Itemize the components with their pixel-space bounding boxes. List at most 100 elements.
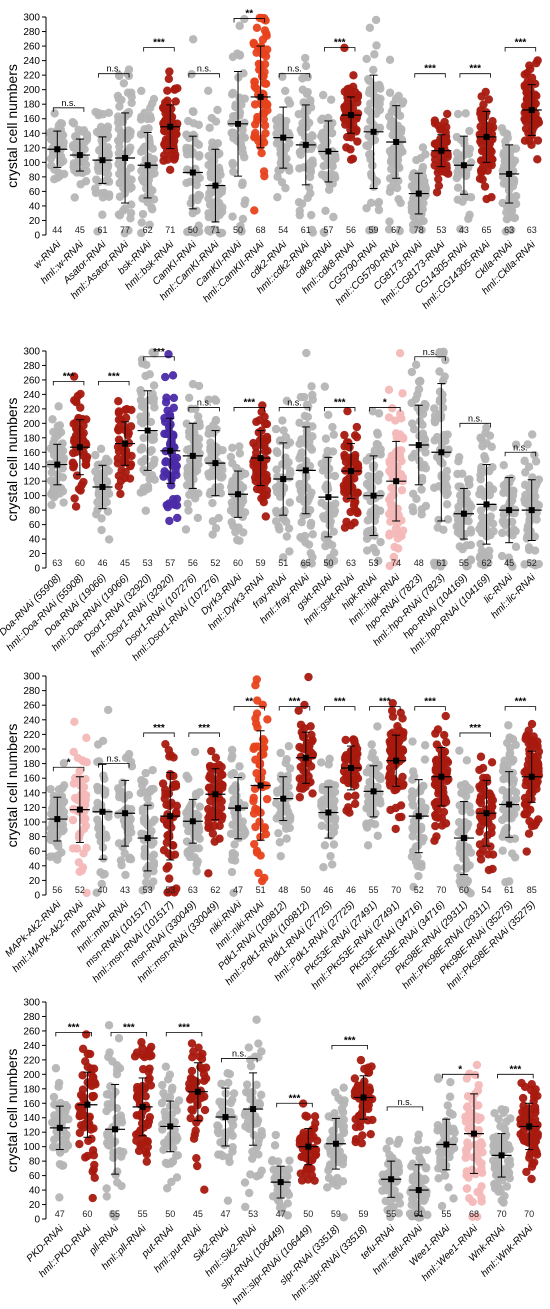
- y-tick-label: 240: [23, 390, 40, 401]
- data-point: [227, 867, 237, 877]
- data-point: [476, 855, 486, 864]
- data-point: [531, 59, 541, 68]
- data-point: [208, 138, 217, 147]
- data-point: [117, 1181, 126, 1191]
- y-tick-label: 40: [29, 861, 41, 872]
- data-point: [327, 540, 337, 550]
- significance-label: **: [245, 8, 253, 19]
- data-point: [259, 498, 269, 507]
- data-point: [113, 425, 123, 434]
- chart-panel-2: 0204060801001201401601802002202402602803…: [0, 347, 544, 663]
- data-point: [285, 166, 294, 175]
- data-point: [182, 143, 191, 153]
- data-point: [251, 755, 260, 764]
- data-point: [169, 430, 178, 439]
- y-tick-label: 240: [23, 1041, 40, 1052]
- data-point: [192, 466, 202, 475]
- data-point: [227, 745, 237, 755]
- data-point: [531, 755, 541, 765]
- data-point: [120, 228, 129, 238]
- sample-size-label: 47: [220, 1209, 230, 1219]
- data-point: [257, 876, 267, 886]
- data-point: [56, 130, 65, 139]
- data-point: [503, 133, 512, 142]
- data-point: [230, 840, 239, 849]
- sample-size-label: 55: [138, 1209, 148, 1219]
- data-point: [276, 774, 286, 783]
- data-point: [340, 102, 349, 112]
- data-point: [440, 794, 450, 804]
- data-point: [351, 127, 361, 136]
- data-point: [434, 482, 444, 491]
- data-point: [318, 90, 328, 100]
- mean-marker: [438, 449, 445, 456]
- sample-size-label: 70: [436, 885, 446, 895]
- sample-size-label: 70: [391, 885, 401, 895]
- data-point: [487, 823, 496, 832]
- data-point: [147, 461, 156, 470]
- mean-marker: [325, 148, 332, 155]
- y-tick-label: 80: [29, 172, 41, 183]
- data-point: [498, 846, 507, 855]
- sample-size-label: 53: [165, 885, 175, 895]
- data-point: [87, 1081, 96, 1091]
- data-point: [195, 1114, 204, 1123]
- data-point: [254, 1098, 264, 1107]
- data-point: [75, 1139, 84, 1149]
- data-point: [164, 350, 173, 359]
- data-point: [114, 407, 124, 416]
- data-point: [113, 112, 123, 121]
- data-point: [305, 505, 315, 515]
- data-point: [385, 466, 394, 476]
- mean-marker: [112, 1126, 119, 1133]
- data-point: [435, 744, 444, 754]
- significance-label: n.s.: [107, 64, 122, 74]
- data-point: [182, 480, 192, 490]
- data-point: [194, 441, 203, 450]
- data-point: [442, 164, 451, 173]
- data-point: [392, 431, 402, 440]
- data-point: [308, 131, 317, 141]
- data-point: [440, 372, 449, 381]
- data-point: [476, 752, 486, 761]
- data-point: [329, 212, 338, 222]
- data-point: [149, 430, 158, 439]
- data-point: [161, 1113, 171, 1122]
- data-point: [387, 458, 397, 467]
- data-point: [257, 1127, 266, 1136]
- data-point: [50, 109, 59, 118]
- data-point: [285, 547, 294, 556]
- sample-size-label: 71: [165, 225, 175, 235]
- data-point: [522, 499, 532, 508]
- data-point: [138, 209, 148, 219]
- significance-bracket-3: n.s.: [188, 64, 220, 78]
- data-point: [395, 452, 405, 461]
- data-point: [216, 228, 226, 238]
- data-point: [146, 114, 156, 123]
- data-point: [443, 515, 453, 524]
- data-point: [114, 71, 124, 80]
- data-point: [114, 481, 124, 491]
- y-tick-label: 60: [29, 1171, 41, 1182]
- data-point: [250, 1115, 259, 1125]
- mean-marker: [483, 133, 490, 140]
- data-point: [323, 446, 332, 456]
- data-point: [384, 225, 394, 234]
- data-point: [189, 1134, 199, 1143]
- y-tick-label: 220: [23, 1055, 40, 1066]
- data-point: [88, 1167, 97, 1176]
- significance-label: ***: [334, 38, 346, 49]
- data-point: [173, 513, 182, 523]
- data-point: [392, 183, 402, 193]
- y-tick-label: 300: [23, 998, 40, 1009]
- data-point: [284, 128, 293, 138]
- sample-size-label: 51: [256, 885, 266, 895]
- data-point: [350, 450, 360, 460]
- data-point: [76, 1090, 86, 1100]
- data-point: [346, 155, 356, 164]
- bracket-line: [143, 47, 175, 52]
- data-point: [411, 360, 421, 370]
- data-point: [374, 205, 384, 215]
- mean-marker: [54, 146, 61, 153]
- mean-marker: [222, 1114, 229, 1121]
